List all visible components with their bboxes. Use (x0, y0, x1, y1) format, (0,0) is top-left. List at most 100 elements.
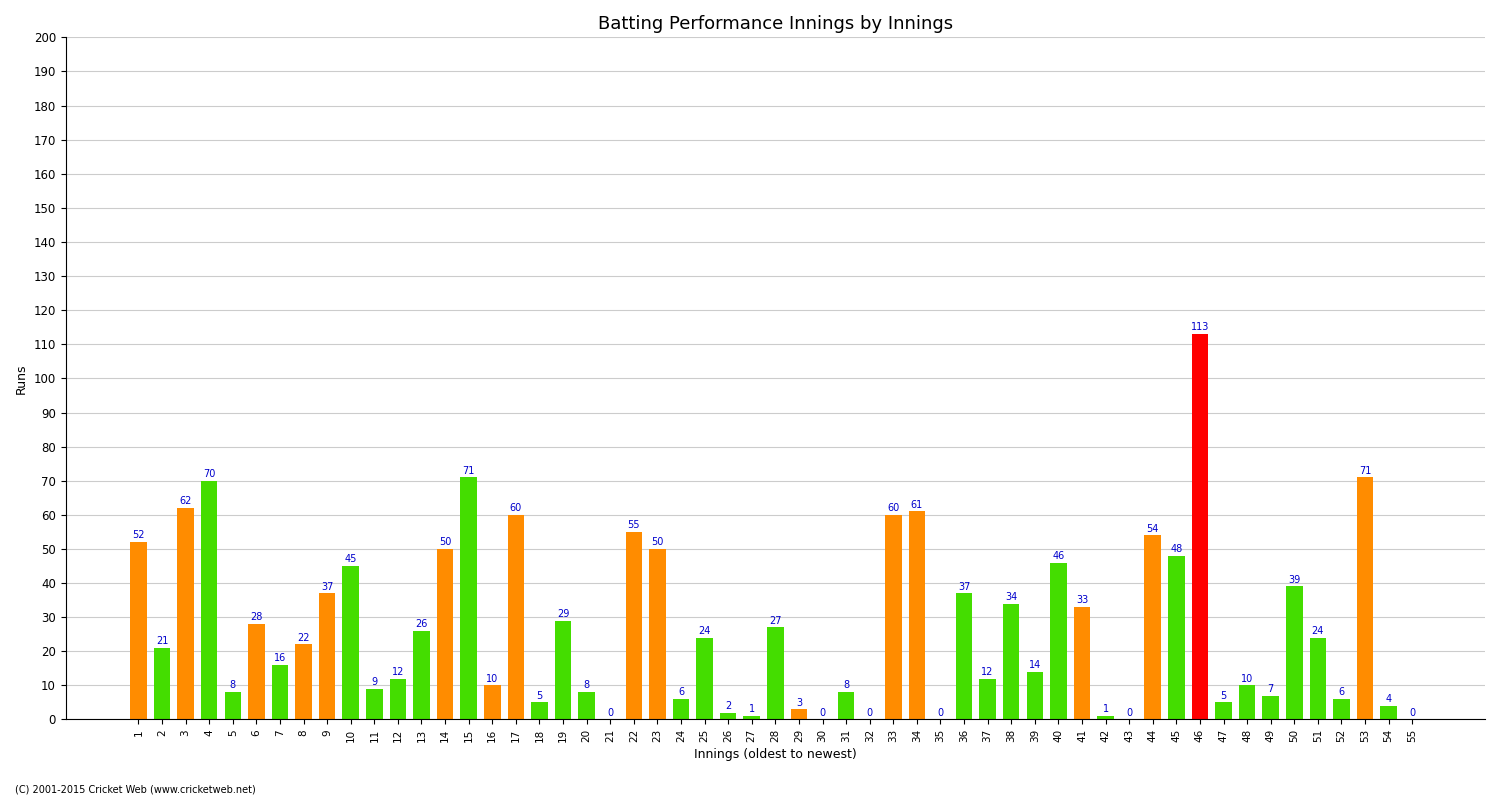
Text: 60: 60 (886, 503, 900, 513)
Bar (1026, 672, 1042, 719)
Text: 21: 21 (156, 636, 168, 646)
Bar (296, 645, 312, 719)
Bar (1191, 334, 1208, 719)
Text: 62: 62 (180, 496, 192, 506)
Text: 14: 14 (1029, 660, 1041, 670)
Text: 71: 71 (462, 466, 476, 476)
Bar (531, 702, 548, 719)
Text: 60: 60 (510, 503, 522, 513)
Bar (320, 594, 336, 719)
Bar (1380, 706, 1396, 719)
Bar (1358, 478, 1374, 719)
Text: 55: 55 (627, 520, 640, 530)
Text: 52: 52 (132, 530, 144, 541)
Text: 0: 0 (867, 708, 873, 718)
Text: 2: 2 (724, 701, 732, 711)
Text: 24: 24 (1311, 626, 1324, 636)
Text: 12: 12 (392, 667, 404, 677)
Bar (744, 716, 760, 719)
Text: 16: 16 (274, 653, 286, 663)
Bar (980, 678, 996, 719)
Text: 0: 0 (608, 708, 613, 718)
Bar (484, 686, 501, 719)
Text: 1: 1 (1102, 704, 1108, 714)
Text: 37: 37 (958, 582, 970, 591)
Bar (177, 508, 194, 719)
Text: 0: 0 (938, 708, 944, 718)
Text: 9: 9 (372, 677, 378, 687)
Bar (1144, 535, 1161, 719)
Bar (1286, 586, 1302, 719)
Y-axis label: Runs: Runs (15, 363, 28, 394)
Bar (154, 648, 171, 719)
Bar (1215, 702, 1231, 719)
Bar (1168, 556, 1185, 719)
Bar (766, 627, 783, 719)
Bar (248, 624, 264, 719)
Bar (272, 665, 288, 719)
Bar (909, 511, 926, 719)
Text: 22: 22 (297, 633, 310, 642)
Bar (366, 689, 382, 719)
X-axis label: Innings (oldest to newest): Innings (oldest to newest) (694, 748, 856, 761)
Text: 113: 113 (1191, 322, 1209, 332)
Bar (1050, 562, 1066, 719)
Text: 54: 54 (1146, 523, 1160, 534)
Text: 0: 0 (1408, 708, 1416, 718)
Text: 7: 7 (1268, 684, 1274, 694)
Text: 10: 10 (1240, 674, 1252, 684)
Bar (507, 515, 524, 719)
Bar (1263, 695, 1280, 719)
Text: 1: 1 (748, 704, 754, 714)
Text: 71: 71 (1359, 466, 1371, 476)
Text: 34: 34 (1005, 592, 1017, 602)
Text: 45: 45 (345, 554, 357, 564)
Text: 46: 46 (1053, 551, 1065, 561)
Text: 8: 8 (230, 681, 236, 690)
Text: 27: 27 (770, 616, 782, 626)
Text: 12: 12 (981, 667, 994, 677)
Bar (342, 566, 358, 719)
Text: 5: 5 (1221, 690, 1227, 701)
Title: Batting Performance Innings by Innings: Batting Performance Innings by Innings (598, 15, 952, 33)
Text: 50: 50 (651, 538, 663, 547)
Bar (460, 478, 477, 719)
Text: 0: 0 (819, 708, 825, 718)
Bar (1239, 686, 1256, 719)
Text: 37: 37 (321, 582, 333, 591)
Bar (1310, 638, 1326, 719)
Bar (436, 549, 453, 719)
Bar (1098, 716, 1114, 719)
Text: 28: 28 (251, 612, 262, 622)
Bar (839, 692, 855, 719)
Bar (650, 549, 666, 719)
Bar (672, 699, 688, 719)
Bar (696, 638, 712, 719)
Text: 0: 0 (1126, 708, 1132, 718)
Bar (885, 515, 902, 719)
Text: 4: 4 (1386, 694, 1392, 704)
Bar (720, 713, 736, 719)
Text: 50: 50 (440, 538, 452, 547)
Text: 70: 70 (202, 469, 216, 479)
Bar (555, 621, 572, 719)
Text: 26: 26 (416, 619, 428, 629)
Bar (413, 630, 429, 719)
Text: 8: 8 (843, 681, 849, 690)
Text: 48: 48 (1170, 544, 1182, 554)
Text: 29: 29 (556, 609, 568, 619)
Text: 8: 8 (584, 681, 590, 690)
Bar (790, 710, 807, 719)
Bar (390, 678, 406, 719)
Bar (579, 692, 596, 719)
Text: (C) 2001-2015 Cricket Web (www.cricketweb.net): (C) 2001-2015 Cricket Web (www.cricketwe… (15, 784, 255, 794)
Bar (1074, 607, 1090, 719)
Bar (956, 594, 972, 719)
Text: 39: 39 (1288, 574, 1300, 585)
Bar (130, 542, 147, 719)
Text: 61: 61 (910, 500, 922, 510)
Text: 24: 24 (699, 626, 711, 636)
Bar (1334, 699, 1350, 719)
Bar (626, 532, 642, 719)
Bar (201, 481, 217, 719)
